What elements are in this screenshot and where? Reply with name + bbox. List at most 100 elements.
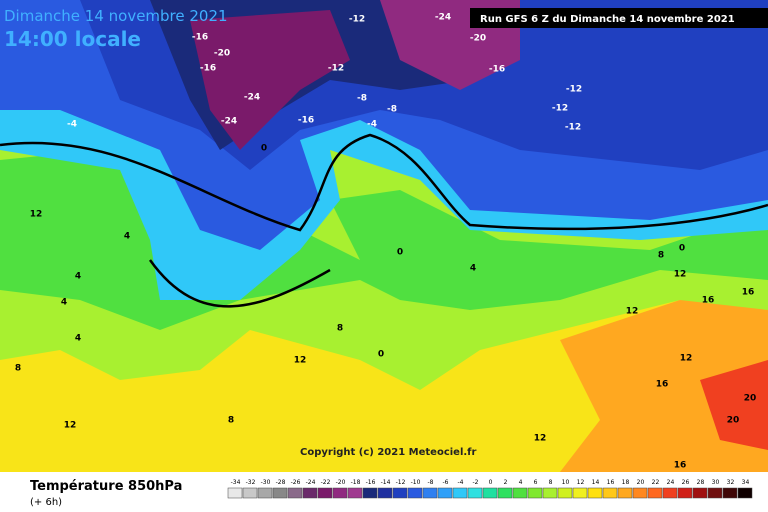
legend-swatch — [317, 487, 333, 499]
legend-label: 14 — [592, 479, 600, 486]
zone-orange — [560, 300, 768, 472]
legend-label: -16 — [366, 479, 376, 486]
map-label: -16 — [200, 64, 216, 74]
map-label: -8 — [387, 105, 397, 115]
map-label: 16 — [656, 380, 669, 390]
legend-label: 34 — [742, 479, 750, 486]
legend-label: -8 — [428, 479, 434, 486]
legend-label: -12 — [396, 479, 406, 486]
zero-isotherm — [148, 259, 331, 308]
map-label: -24 — [435, 13, 451, 23]
legend-swatch — [257, 487, 273, 499]
legend-swatch — [227, 487, 243, 499]
map-label: -12 — [565, 123, 581, 133]
legend-swatch — [677, 487, 693, 499]
map-label: -16 — [298, 116, 314, 126]
run-box — [470, 8, 768, 28]
map-label: 0 — [679, 244, 685, 254]
map-label: -24 — [244, 93, 260, 103]
legend-label: 16 — [607, 479, 615, 486]
legend-label: 12 — [577, 479, 585, 486]
map-label: 12 — [294, 356, 307, 366]
legend-label: 26 — [682, 479, 690, 486]
legend-swatch — [242, 487, 258, 499]
legend-label: -28 — [276, 479, 286, 486]
legend-label: -4 — [458, 479, 464, 486]
map-label: 12 — [64, 421, 77, 431]
legend-label: 8 — [549, 479, 553, 486]
legend-label: -20 — [336, 479, 346, 486]
legend-label: 4 — [519, 479, 523, 486]
map-label: 12 — [680, 354, 693, 364]
legend-swatch — [737, 487, 753, 499]
map-label: 4 — [61, 298, 67, 308]
map-label: 4 — [470, 264, 476, 274]
map-label: 20 — [727, 416, 740, 426]
legend-swatch — [587, 487, 603, 499]
map-label: -16 — [192, 33, 208, 43]
legend-swatch — [362, 487, 378, 499]
map-label: -16 — [489, 65, 505, 75]
map-label: 0 — [397, 248, 403, 258]
legend-label: -30 — [261, 479, 271, 486]
legend-swatch — [632, 487, 648, 499]
legend-label: -2 — [473, 479, 479, 486]
legend-swatch — [542, 487, 558, 499]
map-label: 20 — [744, 394, 757, 404]
legend-swatch — [332, 487, 348, 499]
legend-swatch — [647, 487, 663, 499]
legend-label: 24 — [667, 479, 675, 486]
legend-swatch — [302, 487, 318, 499]
legend-label: 30 — [712, 479, 720, 486]
legend-swatch — [722, 487, 738, 499]
legend-swatch — [557, 487, 573, 499]
map-label: 0 — [378, 350, 384, 360]
legend: -34 -32 -30 -28 -26 -24 -22 -20 -18 -16 -14 -12 -10-… — [227, 479, 753, 499]
map-label: 16 — [702, 296, 715, 306]
legend-label: 6 — [534, 479, 538, 486]
legend-swatch — [407, 487, 423, 499]
legend-label: -6 — [443, 479, 449, 486]
legend-swatch — [512, 487, 528, 499]
legend-swatch — [422, 487, 438, 499]
map-label: 8 — [15, 364, 21, 374]
map-label: -12 — [566, 85, 582, 95]
legend-swatch — [497, 487, 513, 499]
copyright: Copyright (c) 2021 Meteociel.fr — [300, 447, 477, 458]
legend-label: -14 — [381, 479, 391, 486]
map-label: -4 — [67, 120, 77, 130]
map-label: 4 — [124, 232, 130, 242]
legend-swatch — [437, 487, 453, 499]
legend-label: -26 — [291, 479, 301, 486]
legend-swatch — [467, 487, 483, 499]
map-label: 12 — [626, 307, 639, 317]
map-label: -8 — [357, 94, 367, 104]
legend-label: 20 — [637, 479, 645, 486]
date: Dimanche 14 novembre 2021 — [4, 7, 228, 25]
legend-swatch — [617, 487, 633, 499]
map-label: -24 — [221, 117, 237, 127]
map-labels: -12 -16 -20 -16 -24 -24 -16 -12 -8 -8 -24 -20 -16 -12… — [15, 13, 756, 471]
legend-label: 18 — [622, 479, 630, 486]
legend-swatch — [602, 487, 618, 499]
map-label: 16 — [742, 288, 755, 298]
legend-swatch — [452, 487, 468, 499]
map-label: -20 — [470, 34, 486, 44]
legend-label: 10 — [562, 479, 570, 486]
map-label: 4 — [75, 272, 81, 282]
legend-swatch — [272, 487, 288, 499]
legend-label: -22 — [321, 479, 331, 486]
legend-label: 28 — [697, 479, 705, 486]
legend-label: 2 — [504, 479, 508, 486]
map-label: 8 — [228, 416, 234, 426]
legend-swatch — [662, 487, 678, 499]
map-label: 8 — [337, 324, 343, 334]
legend-label: 0 — [489, 479, 493, 486]
map-label: 16 — [674, 461, 687, 471]
map-label: 4 — [75, 334, 81, 344]
legend-label: -18 — [351, 479, 361, 486]
map-label: -12 — [349, 15, 365, 25]
footer-lead: (+ 6h) — [30, 497, 62, 508]
map-label: 8 — [658, 251, 664, 261]
